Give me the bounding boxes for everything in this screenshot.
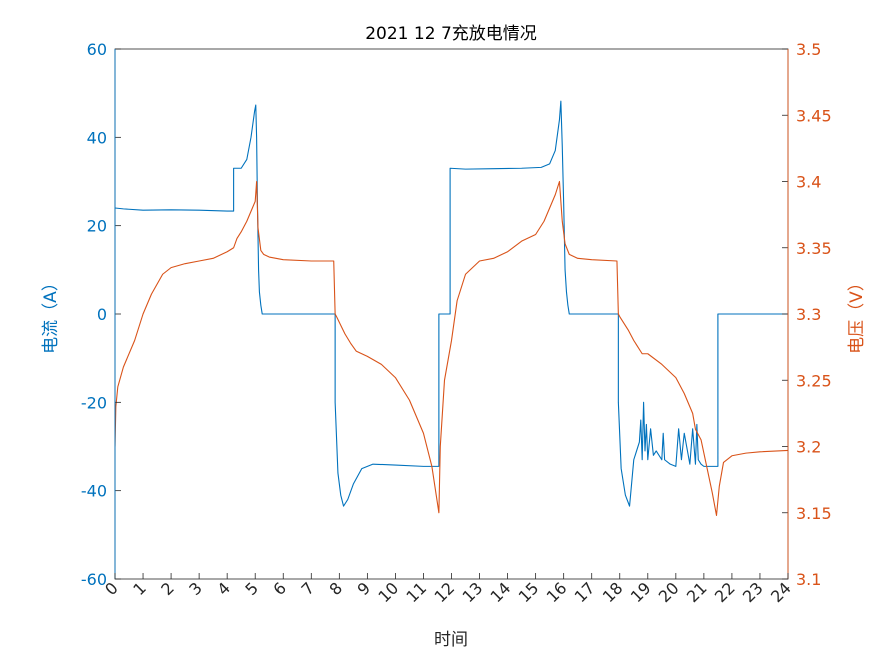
voltage-series-line — [115, 180, 788, 516]
left-y-axis-label: 电流（A） — [41, 274, 61, 354]
x-axis-label: 时间 — [434, 630, 468, 650]
right-y-tick-label: 3.2 — [796, 438, 821, 457]
left-y-tick-label: 0 — [97, 305, 107, 324]
current-series-line — [115, 100, 788, 507]
left-y-tick-label: 60 — [87, 40, 107, 59]
right-axis: 3.1 3.15 3.2 3.25 3.3 3.35 3.4 3.45 3.5 — [782, 40, 832, 589]
right-y-tick-label: 3.35 — [796, 239, 832, 258]
right-y-axis-label: 电压（V） — [847, 274, 867, 354]
chart-title: 2021 12 7充放电情况 — [365, 24, 537, 44]
plot-area — [115, 100, 788, 516]
left-axis: -60 -40 -20 0 20 40 60 — [81, 40, 121, 589]
right-y-tick-label: 3.4 — [796, 173, 821, 192]
right-y-tick-label: 3.15 — [796, 504, 832, 523]
right-y-tick-label: 3.1 — [796, 570, 821, 589]
right-y-tick-label: 3.3 — [796, 305, 821, 324]
right-y-tick-label: 3.25 — [796, 371, 832, 390]
left-y-tick-label: -40 — [81, 482, 107, 501]
left-y-tick-label: -60 — [81, 570, 107, 589]
right-y-tick-label: 3.45 — [796, 106, 832, 125]
left-y-tick-label: -20 — [81, 393, 107, 412]
right-y-tick-label: 3.5 — [796, 40, 821, 59]
left-y-tick-label: 20 — [87, 217, 107, 236]
left-y-tick-label: 40 — [87, 128, 107, 147]
